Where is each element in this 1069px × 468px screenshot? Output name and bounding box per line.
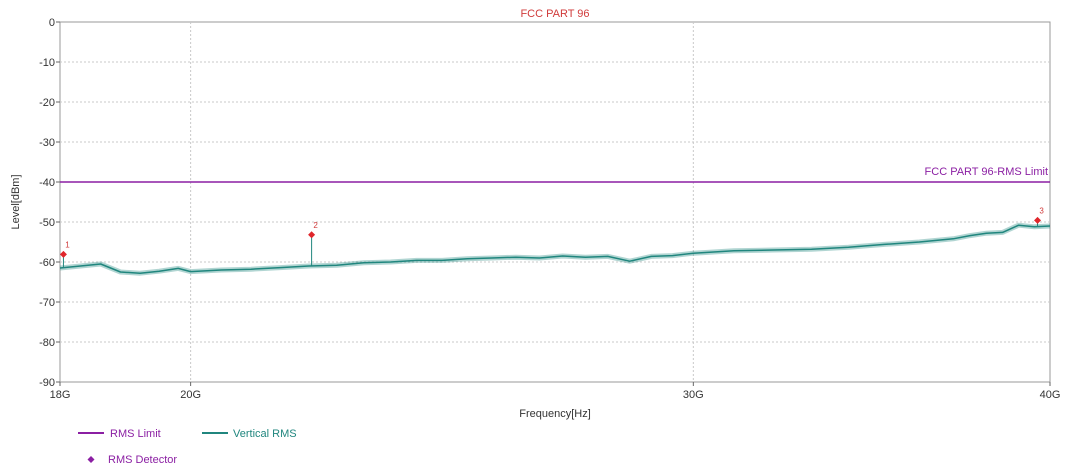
markers-group: 1 2 3 — [59, 206, 1044, 268]
y-tick-label: -30 — [39, 137, 55, 149]
y-tick-label: -80 — [39, 337, 55, 349]
y-tick-label: -70 — [39, 297, 55, 309]
legend: RMS Limit Vertical RMS RMS Detector — [78, 428, 297, 466]
y-axis-label: Level[dBm] — [10, 174, 22, 229]
legend-diamond-icon — [87, 456, 95, 463]
legend-label-rms-limit: RMS Limit — [110, 428, 161, 440]
x-tick-label: 18G — [50, 389, 71, 401]
marker-label: 1 — [65, 240, 70, 249]
y-axis-ticks: 0 -10 -20 -30 -40 -50 -60 -70 -80 -90 — [39, 17, 60, 389]
marker-diamond-icon — [308, 231, 316, 239]
legend-label-vertical-rms: Vertical RMS — [233, 428, 297, 440]
y-tick-label: 0 — [49, 17, 55, 29]
x-axis-ticks: 18G 20G 30G 40G — [50, 382, 1061, 401]
marker-diamond-icon — [1034, 216, 1042, 224]
vertical-rms-series-line — [59, 224, 1051, 274]
x-tick-label: 30G — [683, 389, 704, 401]
chart-title: FCC PART 96 — [520, 8, 589, 20]
marker-label: 2 — [313, 221, 318, 230]
y-tick-label: -40 — [39, 177, 55, 189]
y-tick-label: -90 — [39, 377, 55, 389]
x-axis-label: Frequency[Hz] — [519, 408, 591, 420]
plot-area — [59, 21, 1051, 383]
marker-diamond-icon — [59, 250, 67, 258]
marker-label: 3 — [1039, 206, 1044, 215]
x-tick-label: 20G — [180, 389, 201, 401]
series-group — [59, 222, 1051, 276]
y-tick-label: -50 — [39, 217, 55, 229]
legend-label-rms-detector: RMS Detector — [108, 454, 177, 466]
limit-line-group: FCC PART 96-RMS Limit — [60, 166, 1050, 183]
y-tick-label: -10 — [39, 57, 55, 69]
y-tick-label: -20 — [39, 97, 55, 109]
y-tick-label: -60 — [39, 257, 55, 269]
limit-line-label: FCC PART 96-RMS Limit — [925, 166, 1048, 178]
x-tick-label: 40G — [1040, 389, 1061, 401]
